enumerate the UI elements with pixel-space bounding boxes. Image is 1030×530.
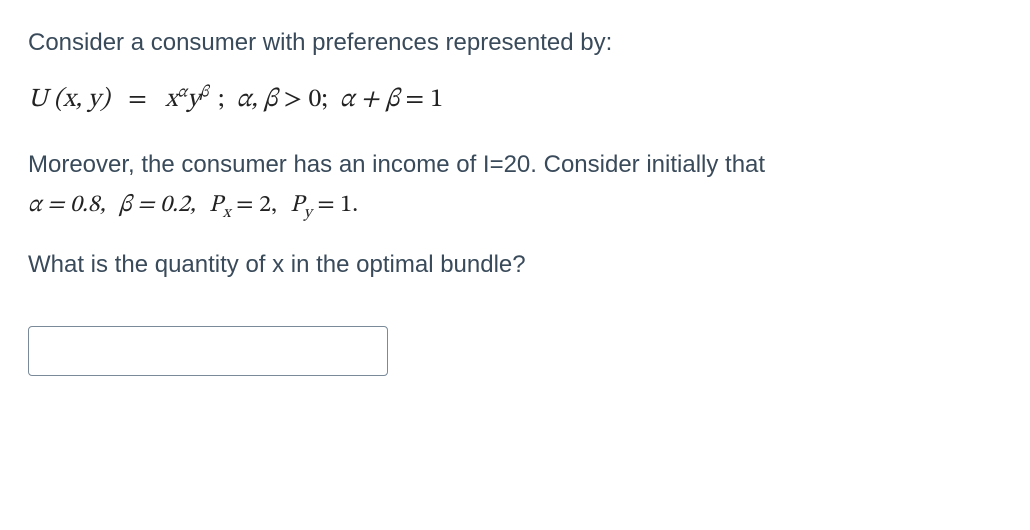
equals-sign: = (116, 87, 159, 113)
beta-value: β = 0.2, (119, 193, 196, 217)
utility-equation: U (x, y) = xαyβ ; α, β > 0; α + β = 1 (28, 84, 1002, 118)
question-text: What is the quantity of x in the optimal… (28, 246, 1002, 284)
cond-sum: α + β = 1 (340, 87, 443, 113)
y-term: yβ (187, 87, 209, 113)
px-value: Px = 2, (209, 193, 277, 217)
answer-input[interactable] (28, 326, 388, 376)
alpha-value: α = 0.8, (28, 193, 106, 217)
para2-intro: Moreover, the consumer has an income of … (28, 151, 765, 178)
parameters-text: Moreover, the consumer has an income of … (28, 146, 1002, 224)
utility-lhs: U (x, y) (28, 87, 110, 113)
cond-positive: α, β > 0 (237, 87, 322, 113)
sep1: ; (215, 87, 231, 113)
x-term: xα (165, 87, 187, 113)
sep2: ; (321, 87, 333, 113)
answer-field-container (28, 326, 388, 376)
py-value: Py = 1. (290, 193, 358, 217)
intro-text: Consider a consumer with preferences rep… (28, 24, 1002, 62)
